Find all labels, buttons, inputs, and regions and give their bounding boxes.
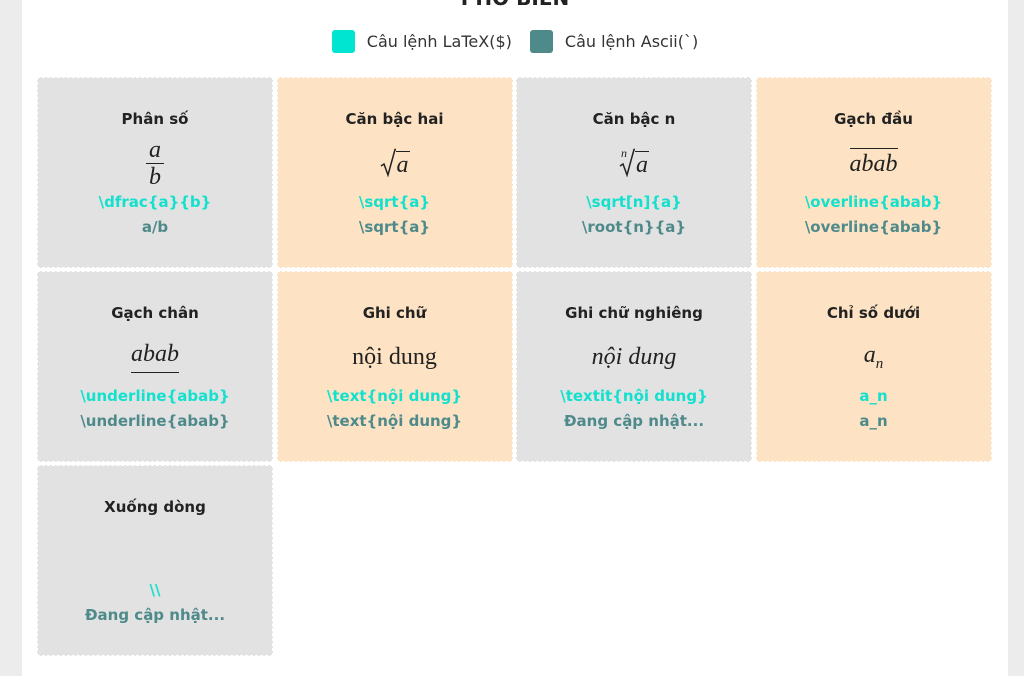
section-title: PHỔ BIẾN (22, 0, 1008, 10)
cell: Ghi chữ nội dung \text{nội dung} \text{nội … (276, 271, 513, 462)
latex-code: \sqrt[n]{a} (586, 193, 682, 211)
latex-code: a_n (859, 387, 888, 405)
subscript-expr: an (864, 342, 884, 373)
legend-swatch (331, 29, 355, 53)
cell-title: Căn bậc n (592, 110, 676, 128)
cell: Ghi chữ nghiêng nội dung \textit{nội dung}… (516, 271, 752, 462)
latex-code: \textit{nội dung} (560, 387, 708, 405)
legend-item: Câu lệnh Ascii(`) (529, 29, 699, 53)
ascii-code: \text{nội dung} (326, 412, 463, 430)
latex-code: \text{nội dung} (326, 387, 463, 405)
ascii-code: \sqrt{a} (358, 218, 431, 236)
latex-code: \overline{abab} (804, 193, 943, 211)
math-preview: nội dung (278, 327, 512, 387)
cell: Căn bậc hai a \sqrt{a} \sqrt{a} (276, 77, 513, 268)
ascii-code: \underline{abab} (80, 412, 230, 430)
ascii-code: \root{n}{a} (581, 218, 687, 236)
legend-swatch (529, 29, 553, 53)
italic-text: nội dung (591, 343, 677, 370)
radical: a (380, 148, 410, 178)
ascii-code: a_n (859, 412, 888, 430)
base: a (863, 341, 876, 368)
root-index: n (621, 146, 627, 160)
legend-item: Câu lệnh LaTeX($) (331, 29, 512, 53)
radical-sign (380, 148, 396, 178)
latex-code: \underline{abab} (80, 387, 230, 405)
latex-code: \dfrac{a}{b} (98, 193, 212, 211)
subscript: n (875, 355, 884, 372)
ascii-code: a/b (141, 218, 169, 236)
legend: Câu lệnh LaTeX($) Câu lệnh Ascii(`) (22, 29, 1008, 53)
cell-title: Xuống dòng (104, 498, 206, 516)
ascii-code: Đang cập nhật... (84, 606, 226, 624)
radicand: a (395, 151, 410, 178)
radicand: a (635, 151, 649, 178)
legend-label: Câu lệnh Ascii(`) (564, 31, 699, 51)
legend-label: Câu lệnh LaTeX($) (366, 31, 512, 51)
cell-title: Ghi chữ (362, 304, 427, 322)
math-preview: an (757, 327, 991, 387)
cell: Gạch chân abab \underline{abab} \underline{… (37, 271, 273, 462)
overline-text: abab (849, 148, 898, 178)
underline-text: abab (131, 341, 179, 373)
math-preview: nội dung (517, 327, 751, 387)
cell: Chỉ số dưới an a_n a_n (755, 271, 992, 462)
latex-code: \\ (149, 581, 161, 599)
cell-title: Ghi chữ nghiêng (565, 304, 703, 322)
cell: Căn bậc n n a \sqrt[n]{a} \root{n}{a} (516, 77, 752, 268)
denominator: b (149, 163, 161, 190)
cell-title: Chỉ số dưới (826, 304, 921, 322)
math-preview: abab (757, 133, 991, 193)
plain-text: nội dung (352, 343, 437, 370)
math-preview: abab (38, 327, 272, 387)
latex-code: \sqrt{a} (358, 193, 431, 211)
panel: PHỔ BIẾN Câu lệnh LaTeX($) Câu lệnh Ascii… (22, 0, 1008, 676)
cell: Xuống dòng \\ Đang cập nhật... (37, 465, 273, 656)
cell-title: Gạch đầu (834, 110, 913, 128)
cell-title: Gạch chân (111, 304, 199, 322)
ascii-code: Đang cập nhật... (563, 412, 705, 430)
ascii-code: \overline{abab} (804, 218, 943, 236)
radical-sign (619, 148, 635, 178)
math-preview: a (278, 133, 512, 193)
cell-title: Căn bậc hai (345, 110, 444, 128)
numerator: a (146, 137, 164, 164)
cell-title: Phân số (121, 110, 189, 128)
cell: Gạch đầu abab \overline{abab} \overline{aba… (755, 77, 992, 268)
cell: Phân số a b \dfrac{a}{b} a/b (37, 77, 273, 268)
